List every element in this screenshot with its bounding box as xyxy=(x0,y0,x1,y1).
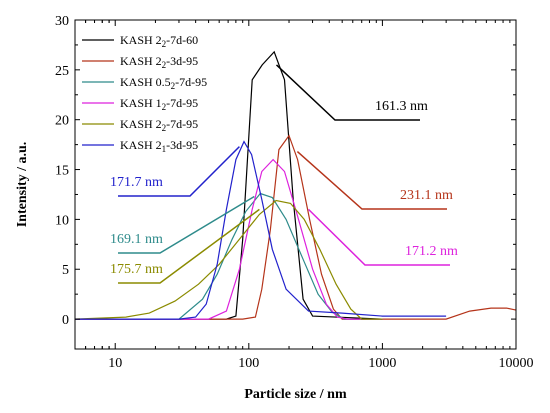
y-tick-label: 20 xyxy=(55,114,69,129)
series-line-5 xyxy=(74,199,383,320)
series-line-4 xyxy=(75,158,383,320)
x-tick-label: 1000 xyxy=(368,356,396,371)
legend-label-2: KASH 22-3d-95 xyxy=(120,54,198,70)
y-tick-label: 5 xyxy=(62,263,69,278)
annotation-label-3: 171.2 nm xyxy=(405,244,458,259)
annotation-label-6: 175.7 nm xyxy=(110,262,163,277)
y-tick-label: 15 xyxy=(55,164,69,179)
annotation-leader-6 xyxy=(118,208,260,284)
annotation-label-4: 171.7 nm xyxy=(110,175,163,190)
annotation-label-5: 169.1 nm xyxy=(110,232,163,247)
plot-frame xyxy=(74,19,517,350)
annotation-layer: 161.3 nm 231.1 nm 171.2 nm 171.7 nm 169.1 nm… xyxy=(110,64,458,284)
legend-label-6: KASH 21-3d-95 xyxy=(120,138,198,154)
legend: KASH 22-7d-60 KASH 22-3d-95 KASH 0.52-7d-9… xyxy=(82,33,207,154)
annotation-leader-4 xyxy=(118,146,240,197)
y-tick-label: 0 xyxy=(62,313,69,328)
series-line-6 xyxy=(75,140,447,320)
axes-layer: 0 5 10 15 20 25 30 10 100 1000 10000 xyxy=(55,14,534,371)
x-tick-label: 100 xyxy=(238,356,259,371)
annotation-label-1: 161.3 nm xyxy=(375,99,428,114)
series-line-2 xyxy=(75,134,517,320)
series-line-1 xyxy=(75,50,383,320)
y-tick-label: 30 xyxy=(55,14,69,29)
annotation-label-2: 231.1 nm xyxy=(400,188,453,203)
x-axis-title: Particle size / nm xyxy=(244,387,347,402)
legend-label-3: KASH 0.52-7d-95 xyxy=(120,75,207,91)
y-axis-title: Intensity / a.u. xyxy=(15,142,30,228)
annotation-leader-3 xyxy=(307,208,450,266)
x-tick-label: 10 xyxy=(108,356,122,371)
annotation-leader-5 xyxy=(118,195,255,254)
legend-label-5: KASH 22-7d-95 xyxy=(120,117,198,133)
x-tick-label: 10000 xyxy=(499,356,534,371)
series-line-3 xyxy=(75,192,383,320)
annotation-leader-2 xyxy=(296,151,447,210)
annotation-leader-1 xyxy=(275,64,420,121)
series-layer xyxy=(74,50,517,320)
legend-label-4: KASH 12-7d-95 xyxy=(120,96,198,112)
y-tick-label: 25 xyxy=(55,64,69,79)
y-tick-label: 10 xyxy=(55,213,69,228)
legend-label-1: KASH 22-7d-60 xyxy=(120,33,198,49)
